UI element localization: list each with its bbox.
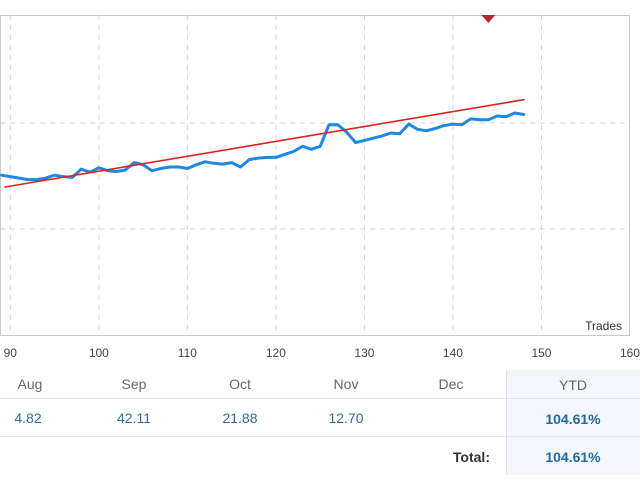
month-header-nov: Nov: [333, 376, 359, 392]
x-tick-label: 90: [4, 346, 18, 360]
table-header-row: Aug Sep Oct Nov Dec YTD: [0, 370, 640, 398]
monthly-returns-table: Aug Sep Oct Nov Dec YTD 4.82 42.11 21.88…: [0, 370, 640, 480]
month-value-oct: 21.88: [222, 410, 258, 426]
ytd-column-bg: [506, 437, 640, 475]
total-label: Total:: [452, 449, 490, 465]
chart-series: [0, 15, 526, 188]
trend-line: [4, 98, 525, 188]
month-value-sep: 42.11: [117, 410, 151, 426]
x-tick-label: 150: [531, 346, 551, 360]
total-value: 104.61%: [545, 449, 601, 465]
chart-grid: [0, 15, 630, 336]
month-value-aug: 4.82: [14, 410, 42, 426]
x-axis-label: Trades: [585, 319, 622, 333]
x-tick-label: 160: [620, 346, 640, 360]
x-axis-ticks: 90 100 110 120 130 140 150 160: [4, 346, 640, 360]
ytd-column-bg: [506, 370, 640, 398]
balance-chart: 90 100 110 120 130 140 150 160 Trades: [0, 15, 640, 360]
month-value-nov: 12.70: [328, 410, 364, 426]
ytd-value: 104.61%: [545, 411, 601, 427]
ytd-column-bg: [506, 399, 640, 437]
month-header-sep: Sep: [121, 376, 147, 392]
ytd-header: YTD: [559, 377, 587, 393]
x-tick-label: 100: [89, 346, 109, 360]
month-header-aug: Aug: [17, 376, 43, 392]
x-tick-label: 140: [443, 346, 463, 360]
month-header-oct: Oct: [229, 376, 251, 392]
chart-svg: 90 100 110 120 130 140 150 160 Trades: [0, 15, 640, 360]
x-tick-label: 120: [266, 346, 286, 360]
balance-line: [0, 111, 526, 182]
table-total-row: Total: 104.61%: [0, 436, 640, 475]
x-tick-label: 130: [354, 346, 374, 360]
triangle-down-icon: [481, 15, 496, 23]
table-values-row: 4.82 42.11 21.88 12.70 104.61%: [0, 398, 640, 437]
x-tick-label: 110: [178, 346, 197, 360]
month-header-dec: Dec: [438, 376, 464, 392]
plot-frame: [0, 15, 630, 336]
